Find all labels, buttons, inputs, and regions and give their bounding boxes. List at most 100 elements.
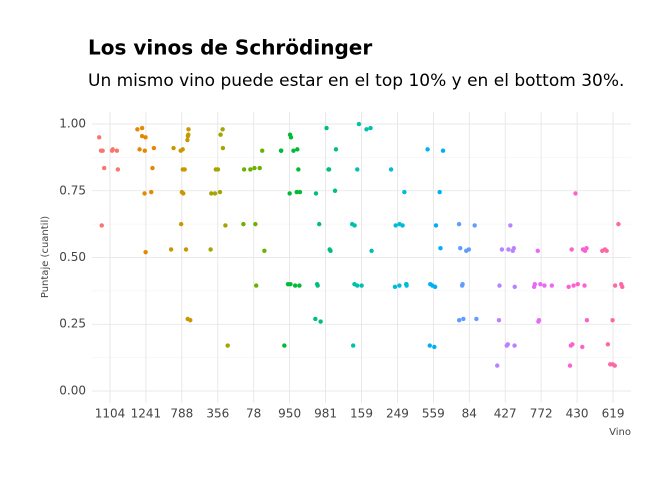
y-axis-title: Puntaje (cuantil) bbox=[40, 216, 51, 298]
point bbox=[217, 189, 223, 195]
point bbox=[472, 223, 477, 228]
point bbox=[433, 223, 439, 228]
point bbox=[456, 221, 462, 227]
point bbox=[110, 147, 115, 152]
point bbox=[220, 127, 225, 132]
point bbox=[180, 167, 185, 172]
point bbox=[497, 283, 502, 288]
y-tick-label: 0.25 bbox=[59, 317, 86, 331]
x-tick-label: 159 bbox=[350, 407, 373, 421]
point bbox=[604, 248, 609, 254]
point bbox=[315, 283, 320, 288]
point bbox=[549, 283, 555, 288]
point bbox=[292, 283, 298, 288]
point bbox=[404, 283, 409, 288]
point bbox=[605, 342, 611, 347]
point bbox=[512, 284, 517, 290]
point bbox=[573, 191, 578, 196]
point bbox=[388, 167, 394, 172]
point bbox=[456, 318, 462, 323]
point bbox=[364, 127, 369, 132]
point bbox=[150, 165, 155, 171]
x-tick-label: 559 bbox=[422, 407, 445, 421]
point bbox=[115, 167, 121, 172]
x-tick-label: 84 bbox=[462, 407, 477, 421]
point bbox=[248, 167, 253, 172]
y-tick-label: 0.50 bbox=[59, 250, 86, 264]
point bbox=[137, 147, 142, 152]
point bbox=[566, 284, 571, 290]
point bbox=[571, 283, 576, 288]
point bbox=[135, 127, 140, 132]
x-tick-label: 981 bbox=[314, 407, 337, 421]
point bbox=[297, 189, 303, 195]
point bbox=[600, 248, 605, 254]
x-tick-label: 1104 bbox=[95, 407, 126, 421]
point bbox=[352, 223, 357, 228]
point bbox=[402, 189, 407, 195]
point bbox=[288, 135, 294, 140]
x-tick-label: 78 bbox=[246, 407, 261, 421]
point bbox=[181, 191, 186, 196]
point bbox=[512, 343, 517, 348]
point bbox=[616, 221, 621, 227]
point bbox=[610, 318, 615, 323]
point bbox=[511, 245, 517, 251]
point bbox=[317, 221, 322, 227]
point bbox=[295, 147, 300, 152]
x-tick-label: 1241 bbox=[131, 407, 162, 421]
chart-title: Los vinos de Schrödinger bbox=[88, 36, 372, 60]
point bbox=[220, 145, 226, 151]
point bbox=[610, 362, 615, 367]
point bbox=[185, 133, 191, 139]
point bbox=[333, 147, 339, 152]
point bbox=[582, 248, 588, 254]
point bbox=[355, 167, 360, 172]
point bbox=[499, 247, 505, 252]
point bbox=[542, 283, 547, 288]
point bbox=[332, 188, 338, 193]
point bbox=[427, 343, 432, 348]
point bbox=[142, 148, 147, 153]
point bbox=[288, 281, 293, 287]
point bbox=[282, 343, 287, 348]
point bbox=[149, 189, 154, 195]
point bbox=[400, 223, 405, 228]
point bbox=[318, 319, 323, 324]
point bbox=[432, 284, 438, 290]
point bbox=[183, 247, 189, 252]
y-tick-label: 0.00 bbox=[59, 383, 86, 397]
x-tick-label: 427 bbox=[494, 407, 517, 421]
point bbox=[253, 221, 258, 227]
y-tick-label: 1.00 bbox=[59, 117, 86, 131]
x-axis-title: Vino bbox=[609, 427, 631, 438]
point bbox=[241, 167, 247, 172]
point bbox=[506, 247, 511, 252]
point bbox=[504, 343, 509, 348]
point bbox=[188, 318, 193, 323]
point bbox=[425, 147, 430, 152]
point bbox=[297, 283, 302, 288]
point bbox=[294, 189, 299, 195]
point bbox=[139, 125, 145, 131]
point bbox=[440, 148, 446, 153]
point bbox=[143, 135, 148, 140]
point bbox=[432, 344, 437, 350]
point bbox=[328, 248, 333, 254]
point bbox=[291, 148, 296, 153]
point bbox=[313, 316, 318, 322]
point bbox=[100, 148, 105, 153]
x-tick-label: 430 bbox=[566, 407, 589, 421]
point bbox=[438, 245, 443, 251]
point bbox=[212, 191, 218, 196]
point bbox=[575, 281, 580, 287]
point bbox=[495, 363, 500, 368]
point bbox=[458, 245, 463, 251]
point bbox=[359, 283, 364, 288]
point bbox=[536, 319, 541, 324]
x-tick-label: 950 bbox=[278, 407, 301, 421]
point bbox=[535, 248, 540, 254]
point bbox=[313, 191, 319, 196]
point bbox=[474, 316, 479, 322]
